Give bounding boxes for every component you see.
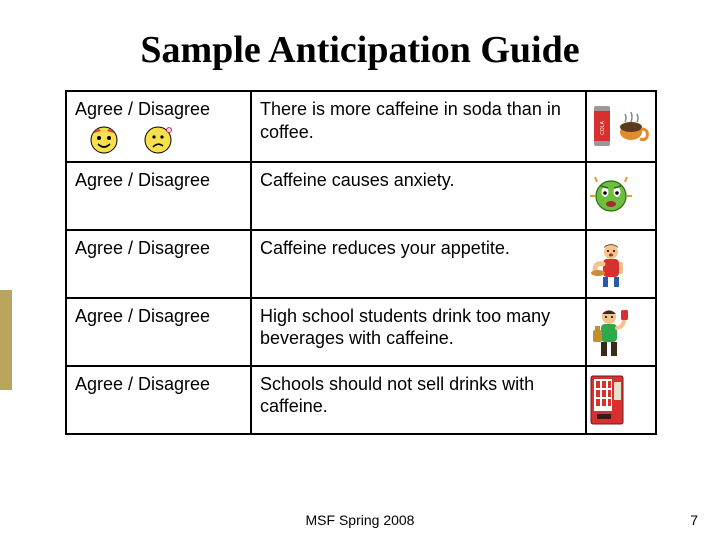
- soda-can-icon: COLA: [592, 104, 612, 148]
- option-cell: Agree / Disagree: [66, 91, 251, 162]
- statement-text: High school students drink too many beve…: [260, 306, 550, 349]
- option-cell: Agree / Disagree: [66, 298, 251, 366]
- option-label: Agree / Disagree: [75, 238, 210, 258]
- happy-face-icon: [89, 125, 119, 155]
- option-cell: Agree / Disagree: [66, 162, 251, 230]
- icon-cell: [586, 366, 656, 434]
- option-label: Agree / Disagree: [75, 306, 210, 326]
- statement-cell: Caffeine reduces your appetite.: [251, 230, 586, 298]
- anxious-face-icon: [589, 174, 653, 218]
- statement-text: Schools should not sell drinks with caff…: [260, 374, 534, 417]
- table-row: Agree / Disagree High school students dr…: [66, 298, 656, 366]
- decorative-stripe: [0, 290, 12, 390]
- eating-person-icon: [589, 240, 653, 288]
- page-title: Sample Anticipation Guide: [0, 0, 720, 90]
- statement-cell: Caffeine causes anxiety.: [251, 162, 586, 230]
- statement-text: Caffeine causes anxiety.: [260, 170, 454, 190]
- statement-cell: High school students drink too many beve…: [251, 298, 586, 366]
- statement-text: Caffeine reduces your appetite.: [260, 238, 510, 258]
- option-label: Agree / Disagree: [75, 170, 210, 190]
- table-row: Agree / Disagree: [66, 91, 656, 162]
- thinking-face-icon: [143, 125, 173, 155]
- table-row: Agree / Disagree Caffeine causes anxiety…: [66, 162, 656, 230]
- vending-machine-icon: [589, 374, 653, 426]
- option-cell: Agree / Disagree: [66, 366, 251, 434]
- option-cell: Agree / Disagree: [66, 230, 251, 298]
- svg-text:COLA: COLA: [600, 121, 606, 135]
- page-number: 7: [690, 512, 698, 528]
- icon-cell: [586, 162, 656, 230]
- icon-cell: COLA: [586, 91, 656, 162]
- statement-cell: There is more caffeine in soda than in c…: [251, 91, 586, 162]
- icon-cell: [586, 298, 656, 366]
- table-row: Agree / Disagree Caffeine reduces your a…: [66, 230, 656, 298]
- option-label: Agree / Disagree: [75, 98, 242, 121]
- student-drinking-icon: [589, 306, 653, 358]
- footer-text: MSF Spring 2008: [0, 512, 720, 528]
- anticipation-table: Agree / Disagree: [65, 90, 657, 435]
- statement-cell: Schools should not sell drinks with caff…: [251, 366, 586, 434]
- table-row: Agree / Disagree Schools should not sell…: [66, 366, 656, 434]
- option-label: Agree / Disagree: [75, 374, 210, 394]
- anticipation-table-wrap: Agree / Disagree: [65, 90, 655, 435]
- icon-cell: [586, 230, 656, 298]
- coffee-cup-icon: [617, 109, 651, 143]
- statement-text: There is more caffeine in soda than in c…: [260, 99, 561, 142]
